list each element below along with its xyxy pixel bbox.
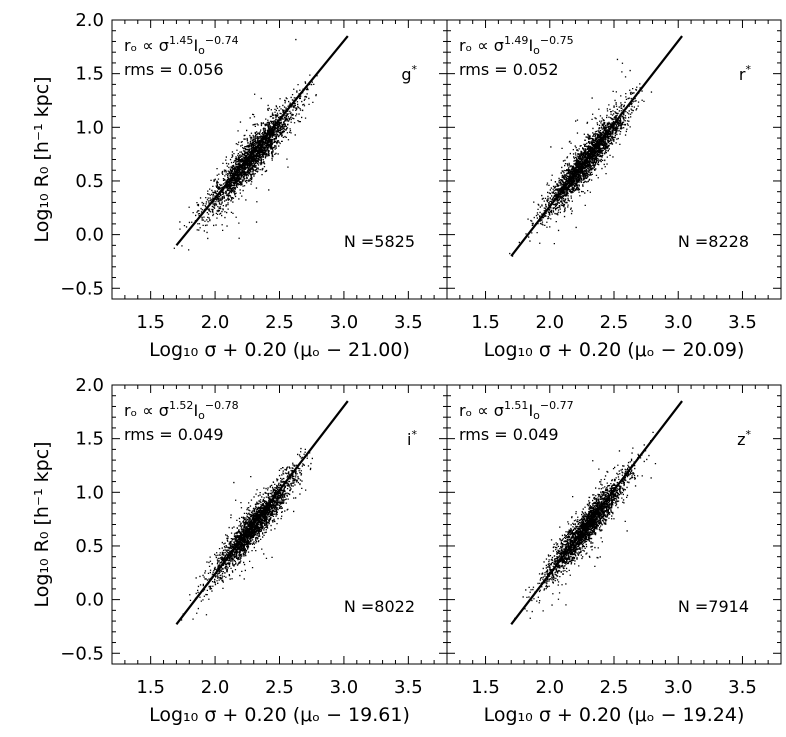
y-tick-label: −0.5 — [60, 643, 104, 664]
band-label: i* — [407, 428, 417, 449]
relation-annotation: rₒ ∝ σ1.45Io−0.74 — [124, 34, 239, 57]
fit-line — [175, 400, 349, 625]
panel-1: 1.5 2.0 2.5 3.0 3.5 2.0 1.5 1.0 0.5 0.0 −0.5 rₒ ∝ σ… — [31, 10, 448, 361]
y-axis-title: Log₁₀ R₀ [h⁻¹ kpc] — [31, 76, 53, 242]
scatter-points — [514, 431, 657, 619]
x-axis-title: Log₁₀ σ + 0.20 (μₒ − 20.09) — [484, 339, 745, 361]
x-tick-label: 1.5 — [471, 312, 500, 333]
fit-line — [510, 35, 683, 257]
sample-size-label: N =5825 — [344, 232, 415, 251]
scatter-points — [509, 58, 653, 257]
x-tick-label: 2.5 — [265, 677, 294, 698]
rms-annotation: rms = 0.056 — [124, 60, 224, 79]
x-tick-label: 3.0 — [664, 677, 693, 698]
sample-size-label: N =8228 — [678, 232, 749, 251]
fit-line — [510, 400, 683, 625]
scatter-point — [173, 38, 318, 251]
sample-size-label: N =8022 — [344, 597, 415, 616]
relation-annotation: rₒ ∝ σ1.52Io−0.78 — [124, 399, 239, 422]
x-tick-label: 2.0 — [535, 312, 564, 333]
x-axis-title: Log₁₀ σ + 0.20 (μₒ − 19.24) — [484, 704, 745, 726]
x-axis-title: Log₁₀ σ + 0.20 (μₒ − 21.00) — [149, 339, 410, 361]
x-tick-label: 2.0 — [201, 312, 230, 333]
scatter-points — [173, 38, 318, 251]
x-tick-label: 1.5 — [471, 677, 500, 698]
scatter-point — [509, 58, 653, 257]
x-tick-label: 3.5 — [394, 312, 423, 333]
x-tick-label: 3.0 — [664, 312, 693, 333]
relation-annotation: rₒ ∝ σ1.51Io−0.77 — [459, 399, 574, 422]
rms-annotation: rms = 0.049 — [124, 425, 224, 444]
y-tick-label: 1.0 — [75, 482, 104, 503]
panel-4: 1.5 2.0 2.5 3.0 3.5 rₒ ∝ σ1.51Io−0.77 rms = 0.… — [446, 384, 782, 726]
x-tick-label: 3.0 — [330, 312, 359, 333]
y-tick-label: 0.5 — [75, 536, 104, 557]
y-tick-label: 0.0 — [75, 225, 104, 246]
x-tick-label: 1.5 — [136, 677, 165, 698]
panel-2: 1.5 2.0 2.5 3.0 3.5 rₒ ∝ σ1.49Io−0.75 rms = 0.… — [446, 19, 782, 361]
x-tick-label: 3.5 — [394, 677, 423, 698]
band-label: g* — [401, 63, 417, 84]
relation-annotation: rₒ ∝ σ1.49Io−0.75 — [459, 34, 574, 57]
x-tick-label: 2.0 — [201, 677, 230, 698]
band-label: r* — [739, 63, 752, 84]
fit-line — [175, 35, 349, 247]
x-tick-label: 3.5 — [728, 312, 757, 333]
panel-3: 1.5 2.0 2.5 3.0 3.5 2.0 1.5 1.0 0.5 0.0 −0.5 rₒ ∝ σ… — [31, 375, 448, 726]
x-tick-label: 3.0 — [330, 677, 359, 698]
y-tick-label: 1.0 — [75, 117, 104, 138]
x-tick-label: 2.0 — [535, 677, 564, 698]
x-tick-label: 2.5 — [265, 312, 294, 333]
y-tick-label: 2.0 — [75, 375, 104, 396]
y-tick-label: 1.5 — [75, 429, 104, 450]
y-axis-title: Log₁₀ R₀ [h⁻¹ kpc] — [31, 441, 53, 607]
y-tick-label: 0.5 — [75, 171, 104, 192]
y-tick-label: 1.5 — [75, 64, 104, 85]
y-tick-label: 2.0 — [75, 10, 104, 31]
x-tick-label: 3.5 — [728, 677, 757, 698]
y-tick-label: 0.0 — [75, 590, 104, 611]
sample-size-label: N =7914 — [678, 597, 749, 616]
x-tick-label: 2.5 — [600, 312, 629, 333]
x-axis-title: Log₁₀ σ + 0.20 (μₒ − 19.61) — [149, 704, 410, 726]
x-tick-label: 2.5 — [600, 677, 629, 698]
rms-annotation: rms = 0.049 — [459, 425, 559, 444]
x-tick-label: 1.5 — [136, 312, 165, 333]
band-label: z* — [737, 428, 751, 449]
scatter-point — [514, 431, 657, 619]
rms-annotation: rms = 0.052 — [459, 60, 559, 79]
y-tick-label: −0.5 — [60, 278, 104, 299]
